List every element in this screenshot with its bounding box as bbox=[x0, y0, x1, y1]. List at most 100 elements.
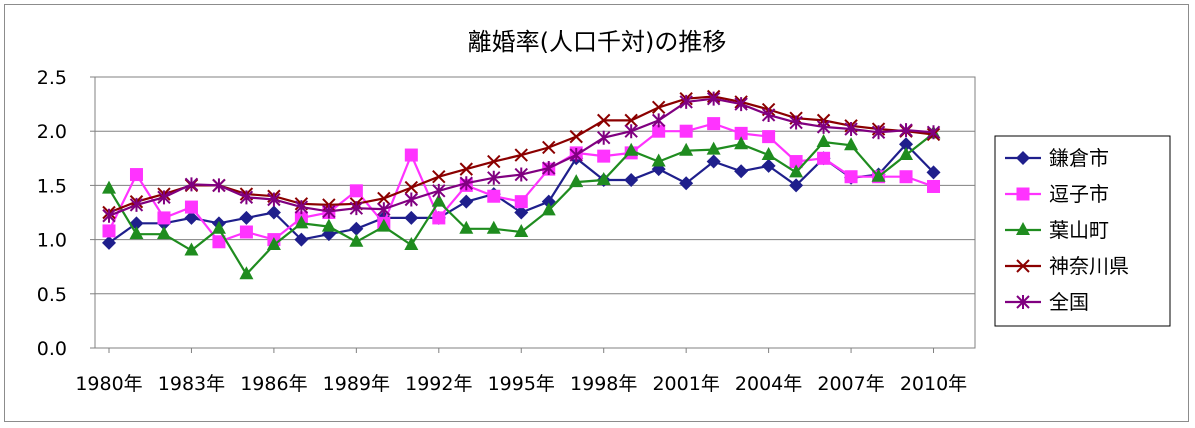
data-point bbox=[377, 202, 391, 217]
data-point bbox=[624, 142, 639, 156]
data-point bbox=[459, 194, 474, 209]
x-tick-label: 1983年 bbox=[158, 373, 225, 395]
x-tick-label: 1989年 bbox=[323, 373, 390, 395]
data-point bbox=[542, 140, 556, 155]
legend-label: 全国 bbox=[1049, 290, 1089, 314]
data-point bbox=[321, 218, 336, 232]
data-point bbox=[899, 123, 913, 138]
data-point bbox=[761, 158, 776, 173]
x-tick-label: 1998年 bbox=[570, 373, 637, 395]
data-point bbox=[706, 141, 721, 155]
legend-item: 全国 bbox=[1005, 290, 1089, 314]
data-point bbox=[514, 195, 528, 209]
data-point bbox=[157, 190, 171, 205]
data-point bbox=[322, 204, 336, 219]
series-4 bbox=[102, 91, 941, 223]
data-point bbox=[789, 178, 804, 193]
legend-marker bbox=[1016, 187, 1030, 201]
data-point bbox=[679, 142, 694, 156]
data-point bbox=[431, 193, 446, 207]
data-point bbox=[624, 172, 639, 187]
data-point bbox=[569, 129, 583, 144]
data-point bbox=[404, 237, 419, 251]
x-tick-label: 2001年 bbox=[652, 373, 719, 395]
data-point bbox=[706, 91, 721, 106]
data-point bbox=[624, 113, 638, 128]
data-point bbox=[487, 189, 501, 203]
data-point bbox=[294, 232, 309, 247]
data-point bbox=[212, 178, 226, 193]
legend-label: 葉山町 bbox=[1049, 218, 1109, 242]
data-point bbox=[266, 237, 281, 251]
legend-marker bbox=[1016, 151, 1030, 165]
x-tick-label: 1986年 bbox=[240, 373, 307, 395]
data-point bbox=[266, 205, 281, 220]
data-point bbox=[184, 200, 198, 214]
chart-title: 離婚率(人口千対)の推移 bbox=[468, 28, 727, 56]
data-point bbox=[734, 126, 748, 140]
data-point bbox=[212, 235, 226, 249]
data-point bbox=[651, 113, 666, 128]
data-point bbox=[597, 130, 611, 145]
y-tick-label: 2.0 bbox=[37, 121, 67, 143]
y-tick-label: 1.0 bbox=[37, 230, 67, 252]
data-point bbox=[844, 170, 858, 184]
data-point bbox=[926, 125, 941, 140]
data-point bbox=[102, 235, 116, 250]
data-point bbox=[404, 180, 419, 195]
data-point bbox=[816, 134, 831, 148]
y-axis: 0.0 0.5 1.0 1.5 2.0 2.5 bbox=[37, 67, 95, 360]
data-point bbox=[349, 201, 364, 216]
data-point bbox=[239, 225, 253, 239]
data-point bbox=[926, 165, 941, 180]
data-point bbox=[459, 220, 474, 234]
data-point bbox=[294, 200, 309, 215]
legend-label: 逗子市 bbox=[1049, 182, 1109, 206]
series-2 bbox=[102, 125, 941, 280]
data-point bbox=[129, 197, 144, 212]
data-point bbox=[514, 224, 529, 238]
data-point bbox=[871, 125, 886, 140]
data-point bbox=[459, 162, 473, 176]
data-point bbox=[432, 183, 446, 198]
data-point bbox=[762, 130, 776, 144]
data-point bbox=[102, 224, 116, 238]
data-point bbox=[432, 170, 446, 184]
data-point bbox=[514, 148, 528, 162]
data-point bbox=[102, 180, 116, 194]
data-point bbox=[651, 153, 666, 167]
data-point bbox=[239, 210, 254, 225]
grid-lines bbox=[94, 76, 976, 349]
legend-marker bbox=[1016, 222, 1030, 235]
data-point bbox=[569, 148, 583, 163]
chart-frame bbox=[4, 4, 1189, 422]
data-point bbox=[129, 168, 143, 182]
data-point bbox=[816, 119, 831, 134]
data-point bbox=[432, 211, 446, 225]
data-point bbox=[597, 149, 611, 163]
data-point bbox=[486, 220, 501, 234]
data-point bbox=[871, 168, 886, 182]
x-tick-label: 2007年 bbox=[817, 373, 884, 395]
data-point bbox=[239, 266, 254, 280]
legend-label: 鎌倉市 bbox=[1049, 146, 1109, 170]
data-point bbox=[679, 94, 693, 109]
data-point bbox=[541, 202, 556, 216]
data-point bbox=[184, 177, 199, 192]
data-point bbox=[597, 113, 611, 128]
y-tick-label: 2.5 bbox=[37, 67, 67, 89]
data-point bbox=[156, 226, 171, 240]
data-point bbox=[102, 208, 116, 223]
data-point bbox=[652, 124, 666, 138]
data-point bbox=[734, 136, 749, 150]
data-point bbox=[349, 184, 363, 198]
x-tick-label: 2010年 bbox=[900, 373, 967, 395]
x-tick-label: 1992年 bbox=[405, 373, 472, 395]
data-point bbox=[679, 124, 693, 138]
data-point bbox=[569, 174, 584, 188]
data-point bbox=[927, 179, 941, 193]
data-point bbox=[899, 147, 914, 161]
y-tick-label: 0.5 bbox=[37, 284, 67, 306]
data-point bbox=[789, 115, 803, 130]
